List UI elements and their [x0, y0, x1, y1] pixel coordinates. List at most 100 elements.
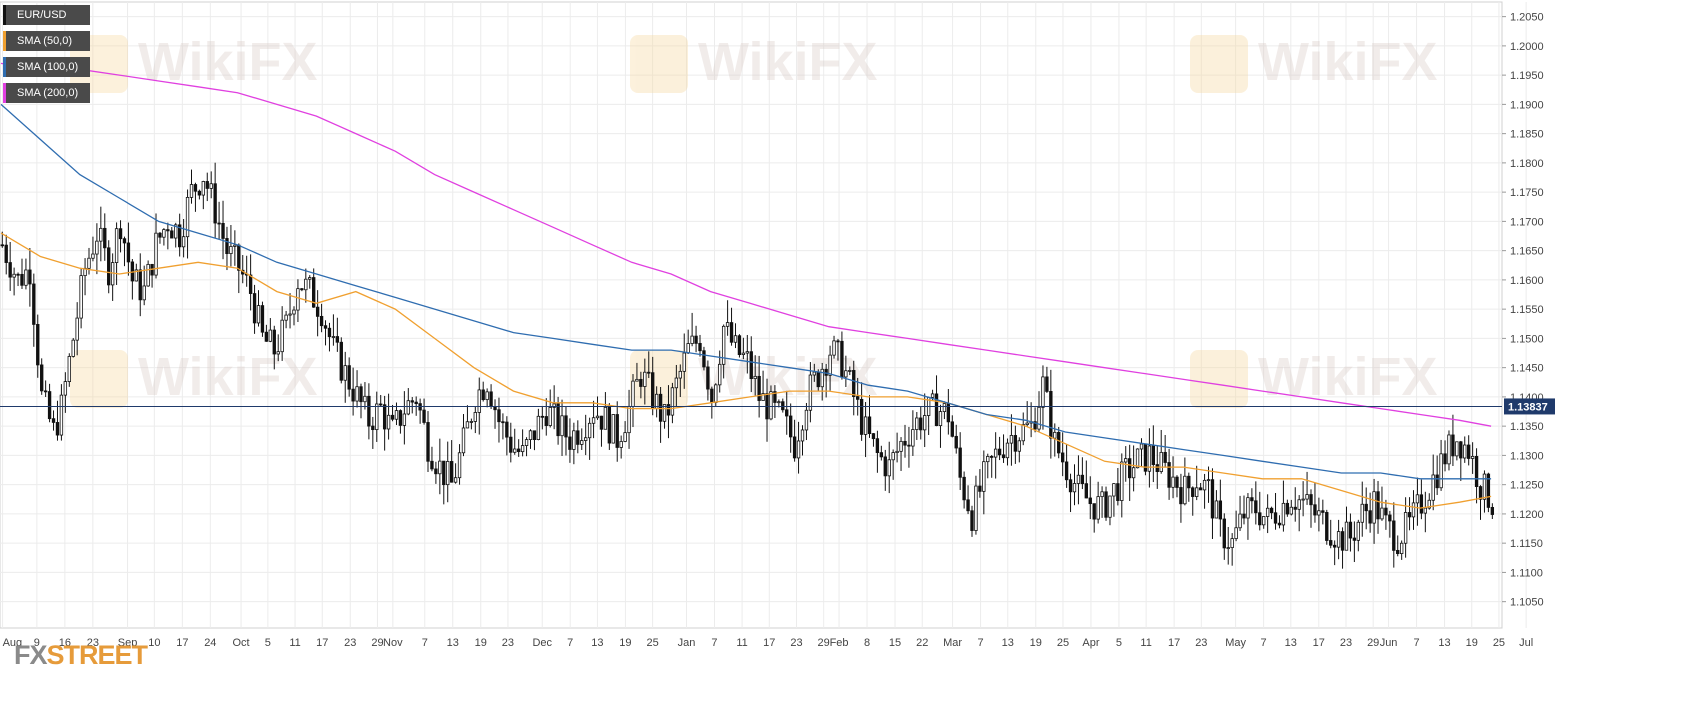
- x-tick-label: 25: [1493, 637, 1505, 649]
- candle: [532, 430, 537, 451]
- x-tick-label: Jun: [1380, 637, 1398, 649]
- candle: [591, 400, 596, 439]
- candle-body-up: [753, 375, 757, 380]
- candle: [1439, 439, 1443, 491]
- x-tick-label: Feb: [830, 637, 849, 649]
- candle: [796, 421, 801, 474]
- y-tick-label: 1.1950: [1510, 70, 1544, 82]
- candle-body-down: [651, 372, 655, 409]
- candle-body-down: [213, 183, 217, 224]
- watermark-text: WikiFX: [698, 32, 878, 92]
- candle: [59, 384, 64, 441]
- candle-body-up: [1131, 467, 1136, 479]
- candle-body-down: [1277, 522, 1282, 526]
- candle-body-down: [568, 436, 572, 450]
- candle-body-up: [1206, 479, 1211, 482]
- candle-body-down: [414, 401, 418, 405]
- candle: [1151, 425, 1156, 483]
- candle: [402, 391, 407, 445]
- candle: [12, 267, 16, 296]
- candle-body-down: [1198, 487, 1203, 491]
- candle: [434, 461, 438, 484]
- candle: [1033, 407, 1037, 433]
- candle: [438, 438, 442, 495]
- legend-sma50[interactable]: SMA (50,0): [3, 31, 91, 51]
- candle: [24, 258, 28, 290]
- watermark-badge: [70, 350, 128, 408]
- candle: [883, 449, 887, 491]
- candle-body-down: [867, 416, 872, 435]
- candle: [146, 260, 150, 287]
- x-tick-label: 11: [1140, 637, 1151, 649]
- candle: [71, 338, 75, 358]
- candle: [114, 222, 119, 285]
- candle-body-up: [686, 343, 690, 354]
- candle: [217, 201, 221, 240]
- candle-body-down: [323, 325, 328, 329]
- candle: [260, 301, 265, 337]
- candle: [1317, 497, 1321, 532]
- candle-body-up: [1139, 443, 1144, 450]
- candle-body-up: [268, 329, 273, 342]
- x-tick-label: 22: [916, 637, 928, 649]
- candle-body-down: [0, 244, 4, 247]
- candle: [122, 236, 127, 267]
- candle: [55, 400, 60, 441]
- candle-body-up: [24, 269, 28, 286]
- candle: [347, 357, 351, 397]
- candle: [213, 162, 217, 239]
- candle-body-down: [1116, 483, 1120, 501]
- candle: [773, 385, 777, 419]
- candle: [1112, 483, 1116, 517]
- candle-body-up: [465, 421, 470, 429]
- legend-sma200[interactable]: SMA (200,0): [3, 83, 91, 103]
- candle: [43, 380, 48, 398]
- candle: [375, 391, 379, 442]
- candle-body-up: [528, 430, 533, 441]
- legend-sma100[interactable]: SMA (100,0): [3, 57, 91, 77]
- candle-body-down: [990, 456, 994, 458]
- candle-body-up: [1427, 499, 1431, 509]
- candle: [1163, 434, 1167, 468]
- candle: [820, 362, 824, 401]
- legend-symbol[interactable]: EUR/USD: [3, 5, 91, 25]
- candle-body-down: [47, 391, 52, 420]
- candle-body-down: [221, 222, 225, 239]
- candle-body-up: [1423, 507, 1428, 514]
- candle-body-down: [934, 393, 939, 427]
- candle: [516, 439, 521, 457]
- candle-body-down: [757, 375, 761, 401]
- candle-body-down: [398, 410, 403, 426]
- candle-body-down: [1384, 507, 1388, 516]
- candle-body-down: [430, 460, 434, 470]
- candle-body-down: [1080, 474, 1085, 485]
- candle-body-up: [725, 322, 730, 327]
- legend-symbol-label: EUR/USD: [17, 9, 67, 21]
- candle: [1191, 486, 1195, 516]
- candle-body-down: [1273, 512, 1278, 524]
- candle-body-down: [773, 391, 777, 403]
- candle-body-down: [51, 418, 56, 423]
- candle: [1478, 485, 1483, 520]
- candle: [505, 416, 509, 456]
- candle: [907, 426, 911, 468]
- y-tick-label: 1.1900: [1510, 99, 1544, 111]
- candle: [1060, 432, 1065, 477]
- candle-body-down: [954, 435, 958, 449]
- candle-body-up: [1025, 422, 1029, 425]
- candle-body-up: [1195, 487, 1199, 497]
- candle: [1057, 426, 1061, 459]
- candle: [1262, 516, 1266, 529]
- candle-body-down: [315, 306, 320, 317]
- candle: [1332, 540, 1337, 566]
- candle-body-down: [371, 425, 375, 431]
- candle-body-down: [1127, 458, 1132, 479]
- candle: [1356, 519, 1360, 552]
- candle: [923, 393, 927, 448]
- candle: [966, 485, 970, 515]
- x-tick-label: 13: [1285, 637, 1297, 649]
- candle-body-down: [264, 331, 269, 342]
- candle: [95, 223, 99, 275]
- candle: [895, 432, 899, 463]
- candle: [1490, 503, 1495, 519]
